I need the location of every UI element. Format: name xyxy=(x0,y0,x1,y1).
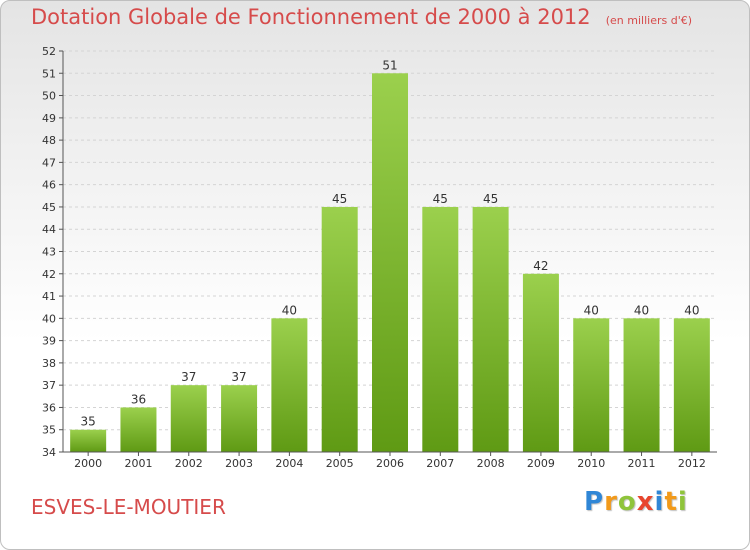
y-tick-label: 48 xyxy=(42,134,56,147)
y-tick-label: 36 xyxy=(42,401,56,414)
x-tick-label: 2002 xyxy=(175,457,203,470)
logo-letter: i xyxy=(677,487,688,517)
commune-name: ESVES-LE-MOUTIER xyxy=(31,495,226,519)
logo-letter: i xyxy=(654,487,665,517)
bar xyxy=(170,385,207,452)
bar-value-label: 45 xyxy=(433,192,448,206)
y-tick-label: 37 xyxy=(42,379,56,392)
y-tick-label: 50 xyxy=(42,90,56,103)
bar-value-label: 42 xyxy=(533,259,548,273)
bar xyxy=(623,318,660,452)
chart-title-row: Dotation Globale de Fonctionnement de 20… xyxy=(31,5,692,29)
proxiti-logo: Proxiti xyxy=(584,487,688,517)
bar-value-label: 40 xyxy=(684,303,699,317)
y-tick-label: 40 xyxy=(42,312,56,325)
bar-value-label: 35 xyxy=(81,415,96,429)
x-tick-label: 2012 xyxy=(678,457,706,470)
bar xyxy=(472,206,509,452)
y-tick-label: 34 xyxy=(42,446,56,459)
bar xyxy=(372,73,408,453)
x-tick-label: 2007 xyxy=(426,457,454,470)
logo-letter: P xyxy=(584,487,605,517)
bar xyxy=(321,206,358,452)
bar xyxy=(120,407,157,452)
x-tick-label: 2005 xyxy=(326,457,354,470)
bar xyxy=(271,318,308,452)
y-tick-label: 38 xyxy=(42,357,56,370)
y-tick-label: 46 xyxy=(42,179,56,192)
bar xyxy=(522,273,559,452)
logo-letter: t xyxy=(664,487,678,517)
x-tick-label: 2008 xyxy=(477,457,505,470)
x-tick-label: 2004 xyxy=(275,457,303,470)
logo-letter: r xyxy=(604,487,618,517)
logo-letter: x xyxy=(636,487,655,517)
bar-value-label: 40 xyxy=(584,303,599,317)
bar-value-label: 45 xyxy=(332,192,347,206)
logo-letter: o xyxy=(617,487,637,517)
bar-value-label: 37 xyxy=(181,370,196,384)
bar-value-label: 40 xyxy=(634,303,649,317)
bar-value-label: 40 xyxy=(282,303,297,317)
y-tick-label: 39 xyxy=(42,335,56,348)
x-tick-label: 2000 xyxy=(74,457,102,470)
bar xyxy=(70,429,107,452)
x-tick-label: 2009 xyxy=(527,457,555,470)
y-tick-label: 44 xyxy=(42,223,56,236)
y-tick-label: 51 xyxy=(42,67,56,80)
y-tick-label: 52 xyxy=(42,45,56,58)
y-tick-label: 35 xyxy=(42,424,56,437)
bar-value-label: 37 xyxy=(231,370,246,384)
chart-unit-note: (en milliers d'€) xyxy=(605,14,693,27)
x-tick-label: 2011 xyxy=(628,457,656,470)
bar xyxy=(422,206,459,452)
bar xyxy=(673,318,710,452)
x-tick-label: 2006 xyxy=(376,457,404,470)
y-tick-label: 49 xyxy=(42,112,56,125)
chart-title: Dotation Globale de Fonctionnement de 20… xyxy=(31,5,591,29)
x-tick-label: 2001 xyxy=(124,457,152,470)
y-tick-label: 42 xyxy=(42,268,56,281)
y-tick-label: 41 xyxy=(42,290,56,303)
x-tick-label: 2003 xyxy=(225,457,253,470)
bar-value-label: 45 xyxy=(483,192,498,206)
bar-value-label: 51 xyxy=(382,58,397,72)
bar xyxy=(221,385,258,452)
y-tick-label: 47 xyxy=(42,156,56,169)
y-tick-label: 45 xyxy=(42,201,56,214)
x-tick-label: 2010 xyxy=(577,457,605,470)
bar-value-label: 36 xyxy=(131,392,146,406)
bar xyxy=(573,318,610,452)
y-tick-label: 43 xyxy=(42,246,56,259)
